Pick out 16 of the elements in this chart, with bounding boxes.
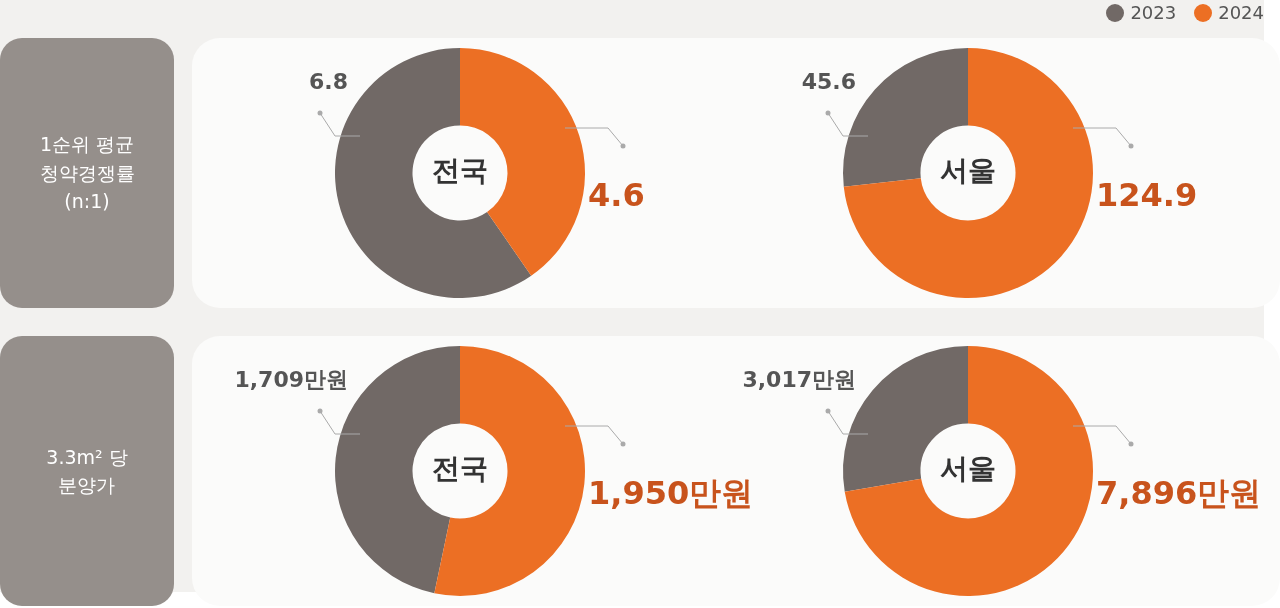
data-label: 6.8: [309, 68, 348, 94]
data-label: 124.9: [1096, 176, 1198, 215]
text: 전국: [432, 452, 488, 486]
data-label: 4.6: [588, 176, 645, 215]
text: 전국: [432, 154, 488, 188]
text: 서울: [940, 452, 996, 486]
legend-label: 2024: [1217, 2, 1264, 23]
data-label: 3,017만원: [742, 366, 856, 392]
text: 서울: [940, 154, 996, 188]
data-label: 7,896만원: [1096, 474, 1262, 513]
legend-label: 2023: [1129, 2, 1177, 23]
data-label: 1,709만원: [234, 366, 348, 392]
text: 1순위 평균 청약경쟁률 (n:1): [39, 132, 135, 215]
data-label: 45.6: [801, 68, 856, 94]
data-label: 1,950만원: [588, 474, 754, 513]
text: 3.3m² 당 분양가: [46, 444, 128, 498]
